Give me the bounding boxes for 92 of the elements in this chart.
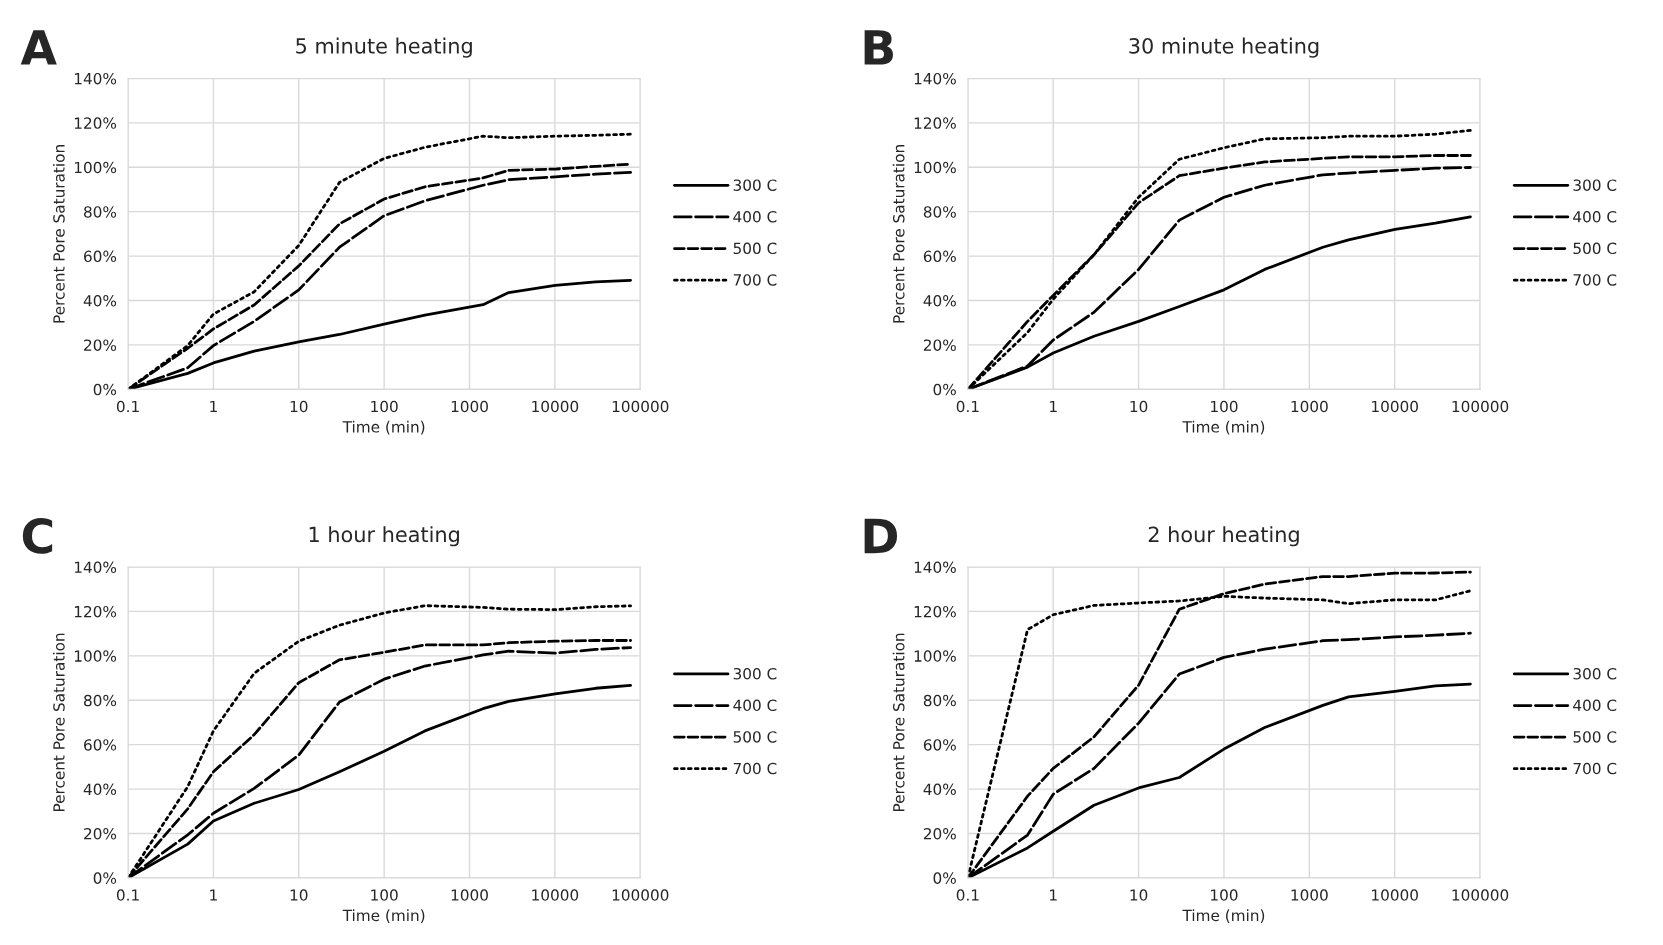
- x-tick-label: 1000: [1291, 889, 1328, 901]
- y-tick-label: 20%: [84, 827, 117, 840]
- y-tick-label: 0%: [93, 872, 117, 884]
- y-tick-label: 80%: [923, 694, 956, 707]
- y-tick-label: 80%: [84, 694, 117, 707]
- x-tick-label: 10000: [532, 889, 579, 901]
- legend-label: 500 C: [733, 242, 777, 255]
- x-tick-label: 10000: [1372, 889, 1418, 901]
- text: A: [20, 30, 57, 65]
- x-tick-label: 0.1: [956, 400, 979, 413]
- y-tick-label: 140%: [74, 72, 117, 85]
- x-tick-label: 1: [1050, 400, 1057, 413]
- x-tick-label: 100: [1211, 400, 1238, 413]
- y-tick-label: 40%: [83, 294, 117, 307]
- x-tick-label: 1000: [451, 400, 488, 413]
- x-tick-label: 10: [290, 889, 308, 901]
- legend-label: 500 C: [1573, 731, 1617, 743]
- legend-label: 700 C: [733, 274, 777, 286]
- chart-title: 1 hour heating: [309, 526, 459, 547]
- y-tick-label: 120%: [74, 117, 117, 129]
- x-tick-label: 0.1: [116, 889, 139, 901]
- y-axis-title: Percent Pore Saturation: [892, 145, 905, 323]
- y-tick-label: 120%: [914, 117, 956, 129]
- y-tick-label: 0%: [933, 383, 956, 396]
- y-tick-label: 0%: [93, 383, 117, 396]
- x-tick-label: 100000: [1452, 889, 1509, 901]
- x-tick-label: 1000: [451, 889, 488, 901]
- y-tick-label: 60%: [84, 250, 117, 263]
- x-tick-label: 10: [1130, 889, 1148, 901]
- x-tick-label: 0.1: [956, 889, 979, 901]
- y-tick-label: 100%: [74, 161, 117, 174]
- x-tick-label: 10: [1130, 400, 1148, 413]
- x-tick-label: 100000: [612, 889, 669, 901]
- x-axis-title: Time (min): [342, 909, 425, 923]
- legend-label: 700 C: [1573, 274, 1617, 286]
- x-tick-label: 1: [1050, 889, 1057, 901]
- x-tick-label: 100: [371, 400, 398, 413]
- chart-title: 30 minute heating: [1129, 37, 1319, 58]
- text: D: [864, 518, 898, 554]
- y-tick-label: 120%: [74, 605, 117, 618]
- legend-label: 400 C: [733, 210, 777, 223]
- legend-label: 400 C: [733, 699, 777, 712]
- x-tick-label: 100: [1211, 889, 1238, 901]
- x-tick-label: 100000: [1452, 400, 1509, 413]
- y-tick-label: 140%: [914, 72, 956, 85]
- y-tick-label: 140%: [914, 561, 956, 574]
- legend-label: 500 C: [1573, 242, 1617, 255]
- y-tick-label: 40%: [923, 783, 956, 796]
- y-tick-label: 40%: [923, 294, 956, 307]
- x-tick-label: 0.1: [116, 400, 139, 413]
- y-tick-label: 80%: [84, 206, 117, 218]
- legend-label: 400 C: [1573, 699, 1617, 712]
- text: C: [22, 518, 53, 554]
- legend-label: 500 C: [733, 731, 777, 743]
- x-tick-label: 10000: [532, 400, 579, 413]
- y-tick-label: 100%: [914, 650, 956, 662]
- chart-title: 2 hour heating: [1148, 526, 1299, 547]
- y-tick-label: 60%: [84, 739, 117, 751]
- legend-label: 300 C: [733, 667, 777, 680]
- y-tick-label: 120%: [914, 605, 956, 618]
- text: B: [864, 30, 893, 65]
- y-tick-label: 60%: [923, 739, 956, 751]
- legend-label: 700 C: [1573, 762, 1617, 775]
- y-axis-title: Percent Pore Saturation: [52, 145, 65, 323]
- x-tick-label: 100000: [612, 400, 669, 413]
- x-axis-title: Time (min): [1182, 909, 1265, 923]
- legend-label: 300 C: [733, 179, 777, 191]
- legend-label: 300 C: [1573, 179, 1617, 191]
- y-tick-label: 100%: [74, 650, 117, 662]
- x-tick-label: 1000: [1291, 400, 1328, 413]
- x-tick-label: 10: [290, 400, 308, 413]
- y-tick-label: 20%: [923, 339, 956, 351]
- x-tick-label: 10000: [1372, 400, 1418, 413]
- y-tick-label: 100%: [914, 161, 956, 174]
- y-tick-label: 80%: [923, 206, 956, 218]
- legend-label: 300 C: [1573, 667, 1617, 680]
- legend-label: 700 C: [733, 762, 777, 775]
- x-tick-label: 100: [371, 889, 398, 901]
- y-axis-title: Percent Pore Saturation: [892, 633, 905, 812]
- x-tick-label: 1: [210, 889, 217, 901]
- x-axis-title: Time (min): [342, 420, 425, 435]
- x-tick-label: 1: [210, 400, 217, 413]
- y-tick-label: 20%: [923, 827, 956, 840]
- y-axis-title: Percent Pore Saturation: [52, 633, 65, 812]
- y-tick-label: 20%: [84, 339, 117, 351]
- legend-label: 400 C: [1573, 210, 1617, 223]
- chart-title: 5 minute heating: [296, 37, 472, 58]
- y-tick-label: 40%: [83, 783, 117, 796]
- x-axis-title: Time (min): [1182, 420, 1265, 435]
- y-tick-label: 140%: [74, 561, 117, 574]
- y-tick-label: 0%: [933, 872, 956, 884]
- y-tick-label: 60%: [923, 250, 956, 263]
